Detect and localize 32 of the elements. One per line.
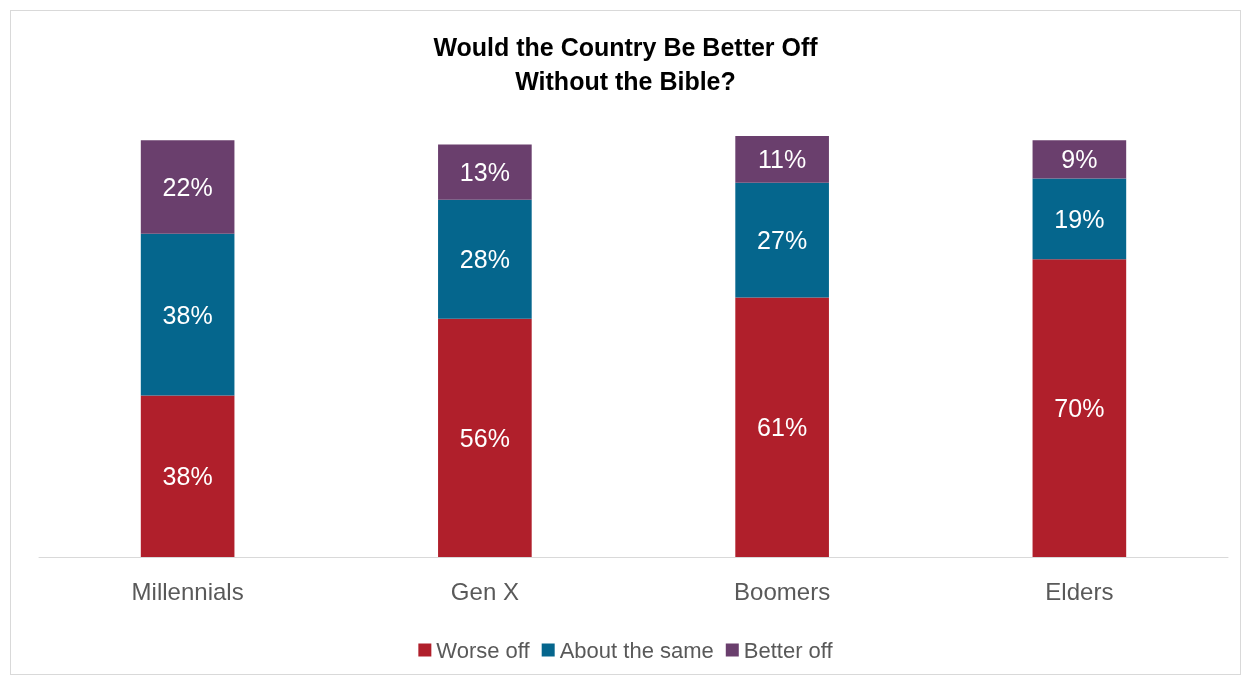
bar bbox=[735, 136, 829, 183]
bar bbox=[1032, 178, 1127, 260]
data-label: 28% bbox=[459, 245, 510, 274]
bar bbox=[438, 144, 532, 200]
data-label: 22% bbox=[162, 173, 213, 202]
bar bbox=[735, 182, 829, 298]
bar bbox=[140, 395, 235, 557]
bar bbox=[438, 318, 532, 557]
data-label: 27% bbox=[757, 226, 808, 255]
data-label: 11% bbox=[758, 145, 807, 174]
chart-title: Would the Country Be Better Off Without the Bible? bbox=[433, 33, 819, 95]
legend-label: Worse off bbox=[436, 637, 531, 663]
x-tick-label: Millennials bbox=[131, 577, 244, 605]
data-label: 38% bbox=[162, 462, 213, 491]
data-label: 13% bbox=[459, 158, 510, 187]
bar bbox=[140, 233, 235, 396]
data-label: 70% bbox=[1054, 394, 1105, 423]
x-tick-label: Elders bbox=[1045, 577, 1114, 605]
bar bbox=[140, 140, 235, 234]
data-label: 56% bbox=[459, 423, 510, 452]
x-tick-label: Gen X bbox=[450, 577, 519, 605]
bar bbox=[1032, 140, 1127, 179]
bar bbox=[735, 297, 829, 557]
data-label: 9% bbox=[1061, 145, 1098, 174]
legend-label: Better off bbox=[743, 637, 834, 663]
data-label: 38% bbox=[162, 300, 213, 329]
bar bbox=[438, 199, 532, 319]
data-label: 61% bbox=[757, 413, 808, 442]
legend-label: About the same bbox=[559, 637, 714, 663]
data-label: 19% bbox=[1054, 204, 1105, 233]
bar bbox=[1032, 259, 1127, 557]
x-tick-label: Boomers bbox=[734, 577, 831, 605]
